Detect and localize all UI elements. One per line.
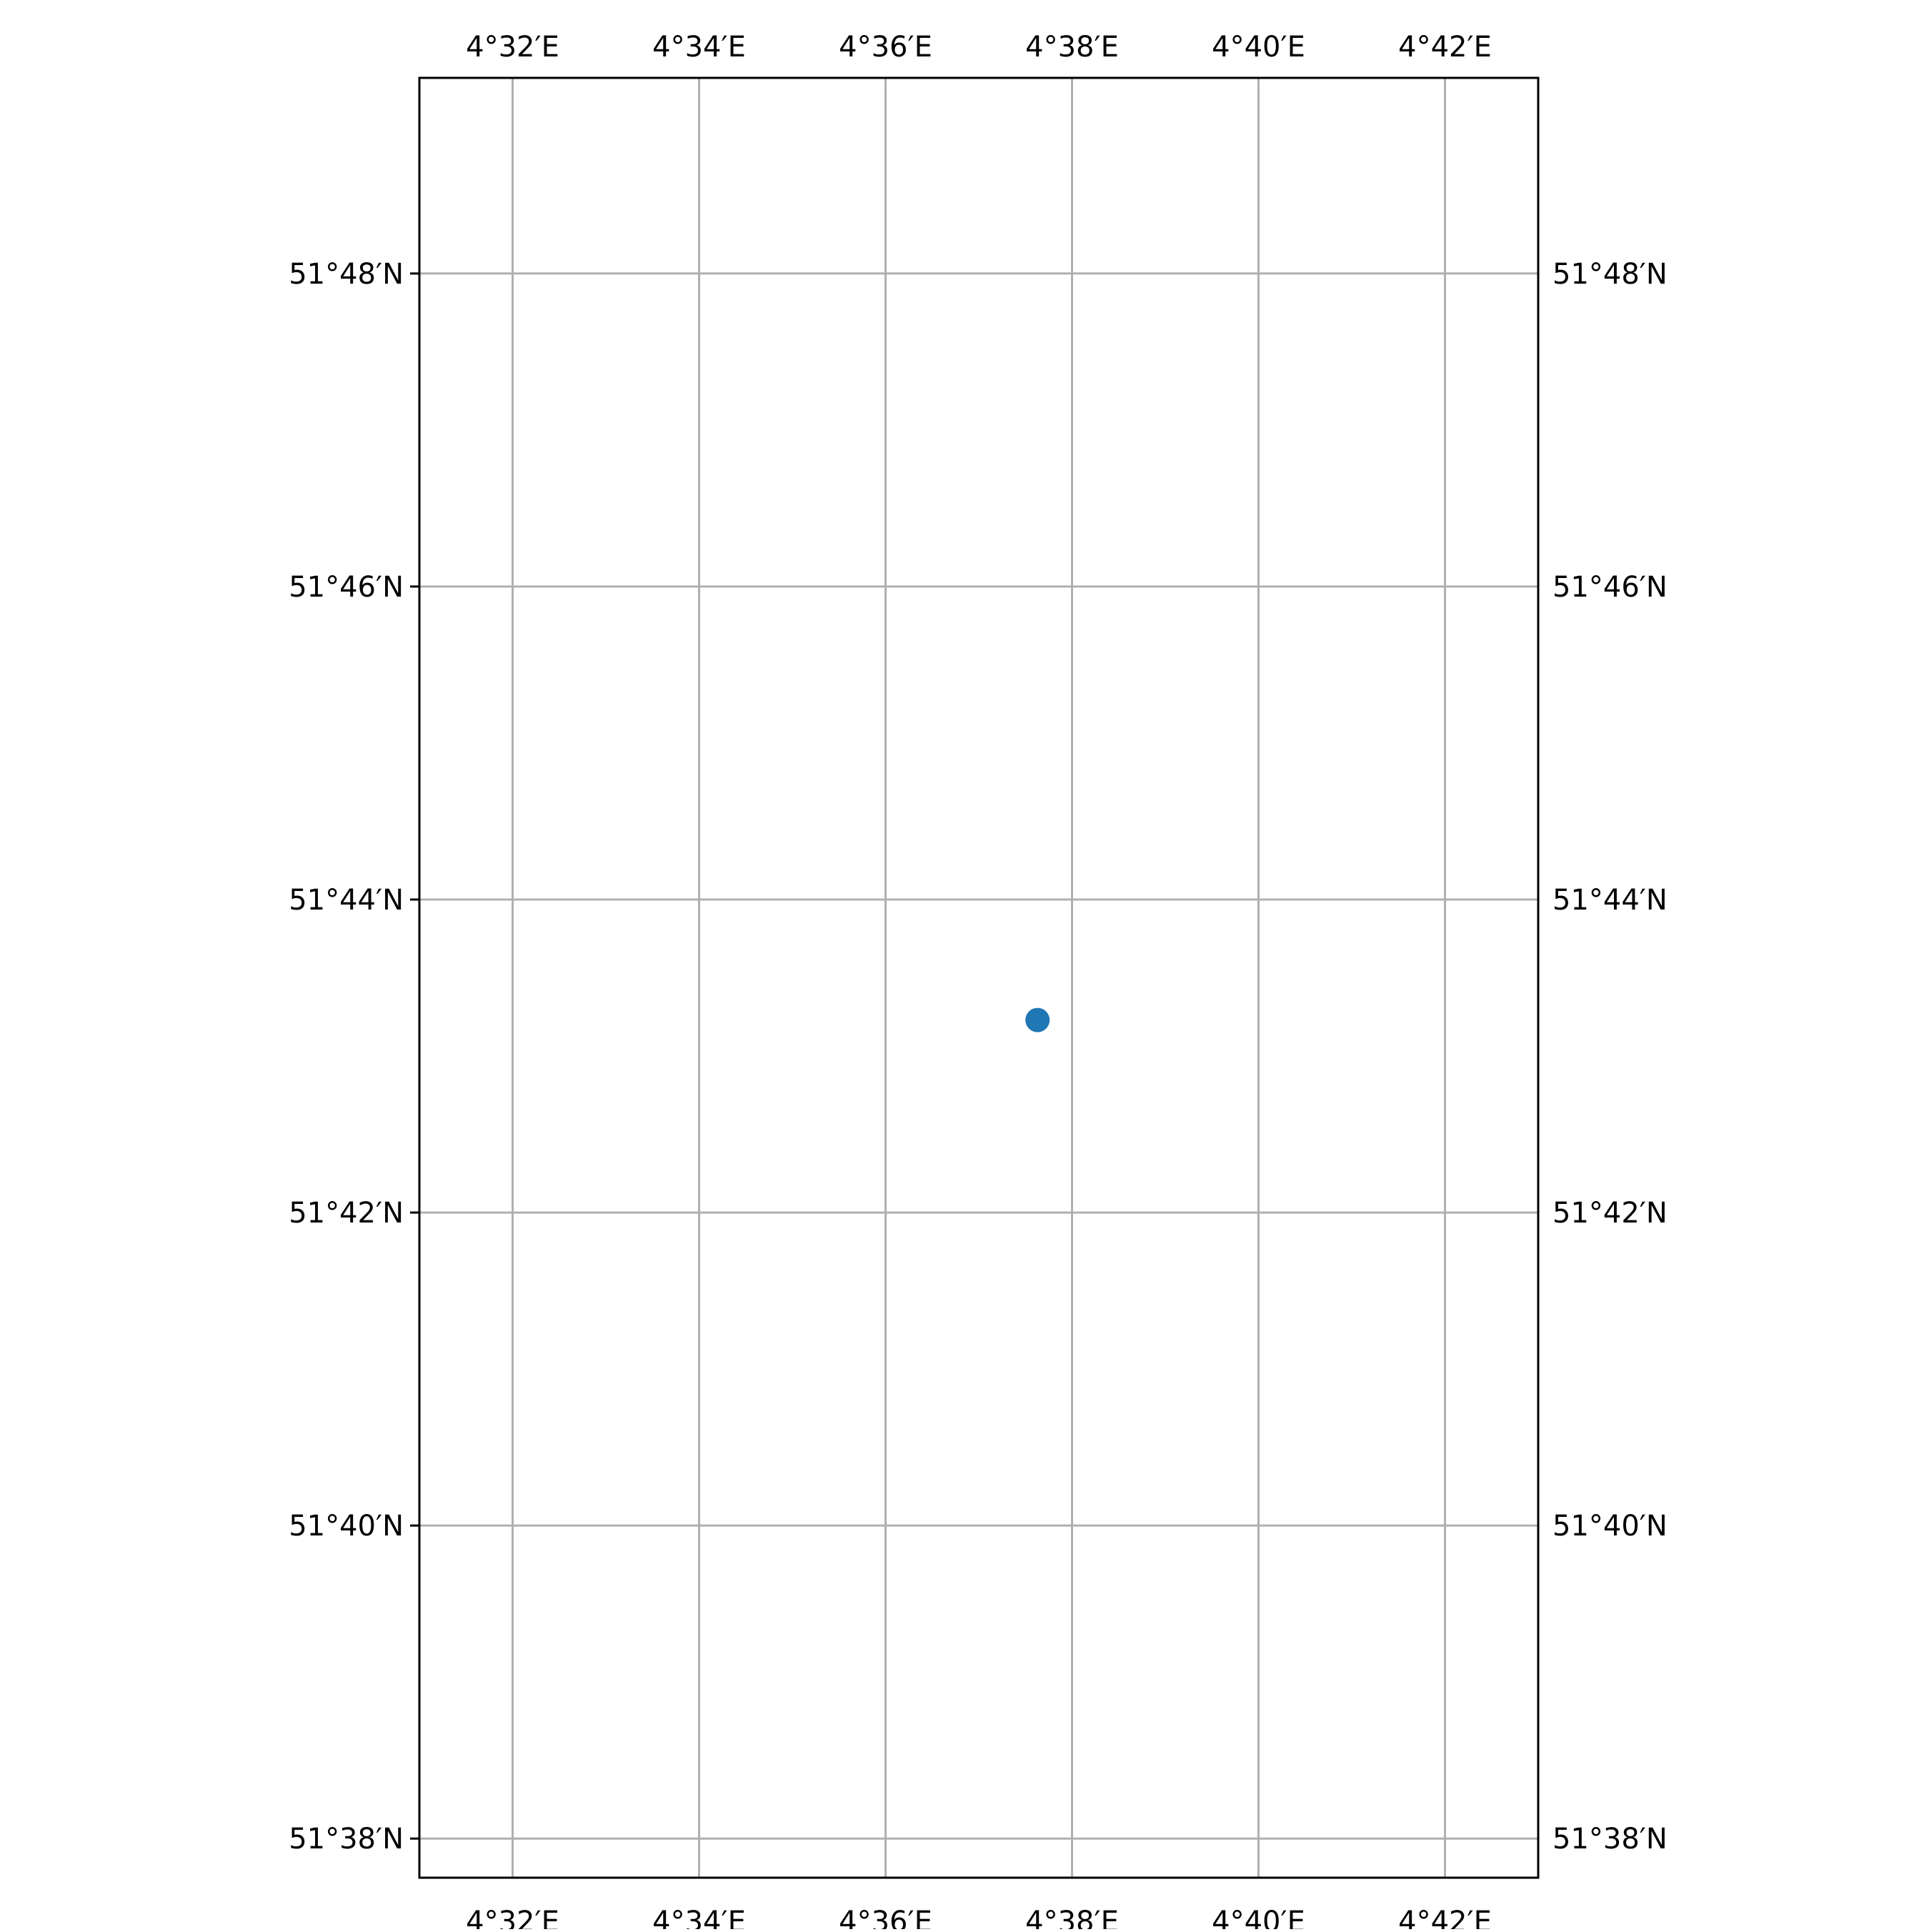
lon-tick-label-bottom: 4°40′E xyxy=(1212,1906,1305,1929)
lat-tick-label-left: 51°38′N xyxy=(289,1823,404,1856)
tick-labels: 4°32′E 4°32′E 4°34′E 4°34′E 4°36′E 4°36′E 4°38… xyxy=(289,31,1668,1932)
lat-tick-label-right: 51°38′N xyxy=(1552,1823,1668,1856)
location-marker xyxy=(1025,1007,1050,1032)
lat-tick-label-right: 51°42′N xyxy=(1552,1197,1668,1230)
lat-tick-label-right: 51°48′N xyxy=(1552,258,1668,291)
lat-tick-label-left: 51°44′N xyxy=(289,884,404,917)
lon-tick-label-top: 4°36′E xyxy=(839,31,932,64)
lat-tick-label-left: 51°42′N xyxy=(289,1197,404,1230)
lat-tick-label-right: 51°40′N xyxy=(1552,1510,1668,1543)
lon-tick-label-top: 4°40′E xyxy=(1212,31,1305,64)
lon-tick-label-bottom: 4°42′E xyxy=(1398,1906,1492,1929)
lon-tick-label-bottom: 4°34′E xyxy=(652,1906,746,1929)
lon-tick-label-bottom: 4°32′E xyxy=(466,1906,559,1929)
lon-tick-label-top: 4°32′E xyxy=(466,31,559,64)
gridlines xyxy=(419,78,1538,1878)
lon-tick-label-top: 4°34′E xyxy=(652,31,746,64)
lon-tick-label-bottom: 4°38′E xyxy=(1025,1906,1119,1929)
lon-tick-label-bottom: 4°36′E xyxy=(839,1906,932,1929)
map-frame xyxy=(418,76,1540,1879)
lat-tick-label-right: 51°44′N xyxy=(1552,884,1668,917)
data-points xyxy=(1025,1007,1050,1032)
lat-tick-label-right: 51°46′N xyxy=(1552,571,1668,604)
lat-tick-label-left: 51°40′N xyxy=(289,1510,404,1543)
lat-tick-label-left: 51°48′N xyxy=(289,258,404,291)
lon-tick-label-top: 4°42′E xyxy=(1398,31,1492,64)
lon-tick-label-top: 4°38′E xyxy=(1025,31,1119,64)
lat-tick-label-left: 51°46′N xyxy=(289,571,404,604)
